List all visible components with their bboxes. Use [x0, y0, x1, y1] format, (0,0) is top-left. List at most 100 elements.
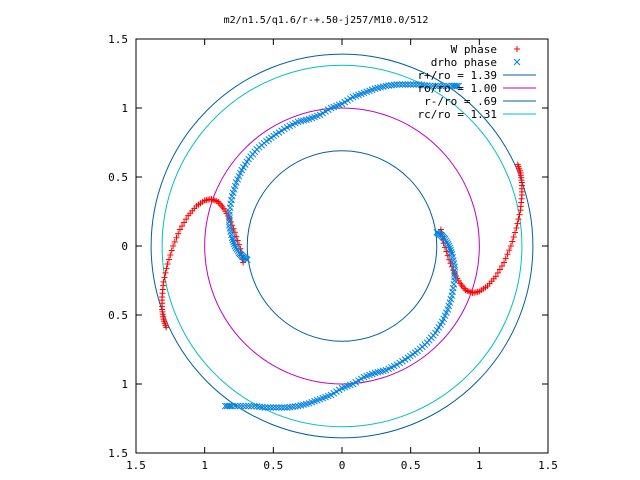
w-phase-point — [514, 220, 521, 227]
legend-symbol-w-phase — [514, 46, 520, 52]
x-tick-label: 0 — [339, 459, 346, 472]
w-phase-point — [229, 222, 236, 229]
drho-phase-point — [291, 403, 299, 410]
drho-phase-point — [382, 82, 390, 90]
drho-phase-point — [418, 81, 426, 89]
drho-phase-point — [426, 82, 434, 90]
w-phase-point — [501, 259, 508, 266]
drho-phase-point — [286, 403, 294, 411]
drho-phase-point — [429, 82, 436, 90]
w-phase-point — [506, 247, 513, 254]
drho-phase-point — [223, 402, 231, 410]
w-phase-point — [510, 234, 517, 241]
drho-phase-point — [253, 403, 261, 410]
y-tick-label: 1.5 — [108, 447, 128, 460]
w-phase-point — [502, 255, 509, 262]
drho-phase-point — [407, 81, 415, 88]
w-phase-point — [168, 247, 175, 254]
w-phase-point — [516, 211, 523, 218]
w-phase-point — [185, 212, 192, 219]
w-phase-point — [164, 260, 171, 267]
x-tick-label: 1 — [476, 459, 483, 472]
drho-phase-point — [256, 403, 263, 411]
drho-phase-point — [423, 82, 431, 89]
w-phase-point — [513, 225, 520, 232]
w-phase-point — [176, 226, 183, 233]
drho-phase-point — [242, 402, 250, 410]
drho-phase-point — [261, 404, 269, 411]
drho-phase-point — [399, 81, 406, 88]
drho-phase-point — [410, 81, 417, 88]
legend-label: ro/ro = 1.00 — [418, 82, 497, 95]
w-phase-point — [515, 216, 522, 223]
drho-phase-point — [453, 82, 461, 90]
drho-phase-point — [447, 246, 454, 254]
w-phase-point — [161, 274, 168, 281]
drho-phase-point — [248, 402, 255, 410]
w-phase-point — [492, 273, 499, 280]
drho-phase-point — [294, 402, 302, 410]
w-phase-point — [175, 230, 182, 237]
drho-phase-point — [231, 242, 239, 250]
w-phase-point — [165, 256, 172, 263]
drho-phase-point — [237, 402, 244, 410]
drho-phase-point — [412, 81, 420, 88]
w-phase-point — [509, 238, 516, 245]
drho-phase-point — [390, 81, 398, 89]
drho-phase-point — [239, 402, 247, 410]
drho-phase-point — [230, 240, 238, 248]
drho-phase-point — [269, 404, 277, 411]
drho-phase-point — [396, 81, 404, 88]
w-phase-point — [504, 251, 511, 258]
drho-phase-point — [267, 404, 274, 411]
drho-phase-point — [221, 402, 229, 410]
w-phase-point — [233, 233, 240, 240]
drho-phase-point — [388, 81, 395, 89]
legend-symbol-drho-phase — [513, 58, 521, 66]
drho-phase-point — [415, 81, 423, 88]
legend-label: rc/ro = 1.31 — [418, 108, 497, 121]
drho-phase-point — [258, 403, 266, 411]
x-tick-label: 1.5 — [538, 459, 558, 472]
drho-phase-point — [401, 81, 409, 88]
drho-phase-point — [234, 402, 241, 410]
drho-phase-point — [275, 404, 283, 411]
w-phase-point — [514, 161, 521, 168]
drho-phase-point — [229, 236, 237, 244]
drho-phase-point — [434, 82, 442, 90]
circle-r-ro — [246, 150, 438, 342]
w-phase-point — [512, 229, 519, 236]
drho-phase-point — [432, 82, 439, 90]
w-phase-point — [163, 265, 170, 272]
w-phase-point — [498, 263, 505, 270]
w-phase-point — [444, 252, 451, 259]
drho-phase-point — [446, 244, 454, 252]
w-phase-point — [183, 216, 190, 223]
w-phase-point — [179, 222, 186, 229]
x-tick-label: 1 — [201, 459, 208, 472]
y-tick-label: 1.5 — [108, 33, 128, 46]
legend-label: W phase — [451, 43, 497, 56]
x-tick-label: 1.5 — [126, 459, 146, 472]
drho-phase-point — [278, 404, 285, 411]
w-phase-point — [171, 238, 178, 245]
drho-phase-point — [447, 248, 455, 256]
x-tick-label: 0.5 — [401, 459, 421, 472]
drho-phase-point — [437, 82, 445, 90]
w-phase-point — [163, 324, 170, 331]
w-phase-point — [442, 244, 448, 251]
w-phase-point — [170, 243, 177, 249]
drho-phase-point — [289, 403, 296, 411]
phase-markers — [159, 81, 525, 411]
axis-ticks: 1.5 1 0.5 0 0.5 1 1.51.510.500.511.5 — [108, 33, 558, 472]
y-tick-label: 0 — [121, 240, 128, 253]
drho-phase-point — [272, 404, 280, 411]
w-phase-point — [162, 269, 169, 276]
w-phase-point — [181, 219, 188, 226]
drho-phase-point — [385, 82, 393, 89]
drho-phase-point — [283, 404, 291, 411]
circle-r-ro — [150, 53, 534, 439]
drho-phase-point — [250, 402, 258, 410]
